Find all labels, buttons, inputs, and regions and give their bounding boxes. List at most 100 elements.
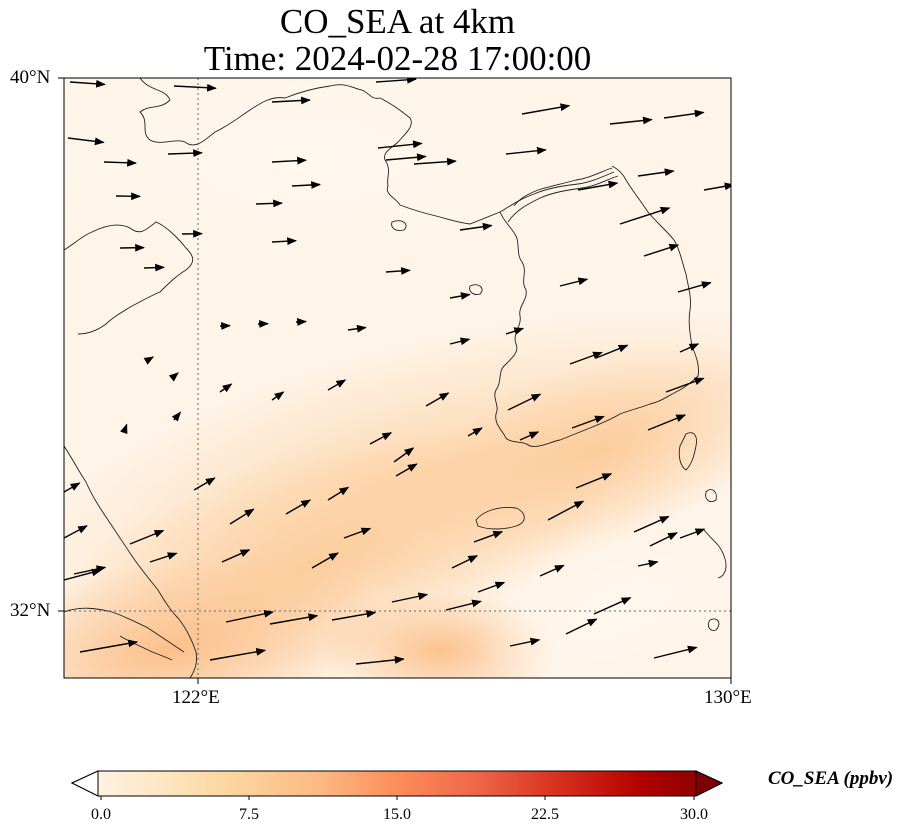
map-time-subtitle: Time: 2024-02-28 17:00:00 [203, 39, 592, 78]
wind-arrow [569, 351, 603, 365]
wind-arrow [103, 158, 137, 167]
wind-arrow [633, 515, 670, 533]
wind-arrow [509, 637, 541, 647]
lat-tick-label: 32°N [10, 600, 51, 621]
wind-arrow [677, 281, 712, 293]
wind-arrow [331, 610, 377, 621]
colorbar-extend-min [70, 770, 99, 797]
axis-ticks [58, 77, 732, 684]
wind-arrow [149, 552, 178, 563]
wind-arrow [539, 564, 565, 577]
wind-arrow [451, 555, 479, 569]
co-concentration-field [64, 78, 731, 678]
wind-arrow [547, 500, 585, 521]
wind-arrow [559, 277, 589, 287]
wind-arrow [519, 431, 540, 441]
wind-arrow [269, 613, 319, 625]
wind-arrow [167, 149, 203, 158]
wind-arrow [73, 565, 107, 575]
wind-arrow [64, 525, 88, 539]
wind-arrow [271, 391, 285, 401]
wind-arrow [593, 597, 632, 615]
wind-arrow [377, 140, 423, 149]
wind-arrow [609, 116, 653, 125]
colorbar-label: CO_SEA (ppbv) [768, 768, 894, 789]
wind-arrow [64, 482, 81, 493]
wind-arrow [385, 267, 411, 275]
wind-arrow [295, 318, 307, 326]
wind-arrow [209, 647, 267, 661]
wind-arrow [595, 344, 629, 359]
wind-arrow [619, 206, 671, 225]
lat-tick-label: 40°N [10, 67, 51, 88]
wind-arrow [168, 372, 179, 382]
wind-arrow [64, 568, 102, 581]
wind-arrow [565, 618, 598, 635]
wind-arrow [271, 96, 311, 105]
wind-arrow [229, 508, 255, 525]
wind-arrow [219, 383, 233, 393]
colorbar-tick-label: 15.0 [383, 806, 411, 823]
wind-arrow [347, 324, 367, 333]
wind-arrow [143, 263, 165, 272]
wind-arrow [637, 559, 659, 568]
wind-arrow [67, 137, 105, 146]
wind-arrow [173, 83, 217, 92]
wind-arrow [649, 532, 678, 547]
wind-arrow [327, 379, 347, 391]
wind-arrow [703, 182, 731, 191]
wind-arrow [507, 393, 542, 411]
wind-arrow [459, 222, 493, 231]
wind-arrow [225, 610, 274, 623]
gridlines [64, 78, 731, 678]
wind-arrow [445, 599, 482, 611]
wind-arrow [647, 414, 687, 431]
wind-arrow [505, 146, 547, 155]
wind-arrow [385, 153, 427, 162]
wind-arrow [369, 432, 393, 445]
colorbar-tick-label: 7.5 [239, 806, 259, 823]
wind-arrow [449, 292, 471, 300]
wind-arrow [679, 343, 700, 353]
wind-arrow [643, 243, 680, 257]
lon-tick-label: 130°E [704, 687, 752, 708]
colorbar [70, 770, 724, 800]
wind-arrow [193, 477, 216, 491]
wind-arrow [571, 415, 605, 429]
wind-arrow [679, 528, 706, 539]
wind-arrow [637, 168, 675, 177]
wind-arrow [449, 337, 471, 346]
wind-arrow [255, 199, 283, 208]
wind-arrow [355, 656, 405, 665]
wind-arrow [271, 237, 297, 246]
wind-arrow [143, 356, 155, 365]
wind-arrow [343, 527, 372, 539]
wind-arrow [425, 392, 450, 407]
colorbar-tick-label: 0.0 [91, 806, 111, 823]
wind-arrow [79, 639, 139, 653]
wind-arrow [505, 327, 525, 335]
wind-arrow [393, 447, 415, 463]
wind-arrow [69, 79, 106, 88]
wind-arrow [467, 427, 483, 437]
colorbar-tick-label: 22.5 [531, 806, 559, 823]
wind-vectors [64, 78, 731, 665]
colorbar-extend-max [695, 770, 724, 797]
wind-arrow [395, 463, 418, 477]
colorbar-gradient [70, 770, 724, 797]
map-title: CO_SEA at 4km [279, 2, 516, 41]
wind-arrow [391, 592, 429, 603]
wind-arrow [327, 486, 350, 501]
wind-arrow [663, 109, 705, 119]
wind-arrow [577, 180, 619, 191]
wind-arrow [521, 103, 571, 115]
wind-arrow [413, 157, 457, 166]
wind-arrow [473, 531, 504, 543]
wind-arrow [285, 499, 312, 515]
wind-arrow [311, 552, 339, 569]
lon-tick-label: 122°E [172, 687, 220, 708]
wind-arrow [291, 181, 321, 189]
map-frame [63, 77, 732, 679]
wind-arrow [477, 581, 506, 593]
